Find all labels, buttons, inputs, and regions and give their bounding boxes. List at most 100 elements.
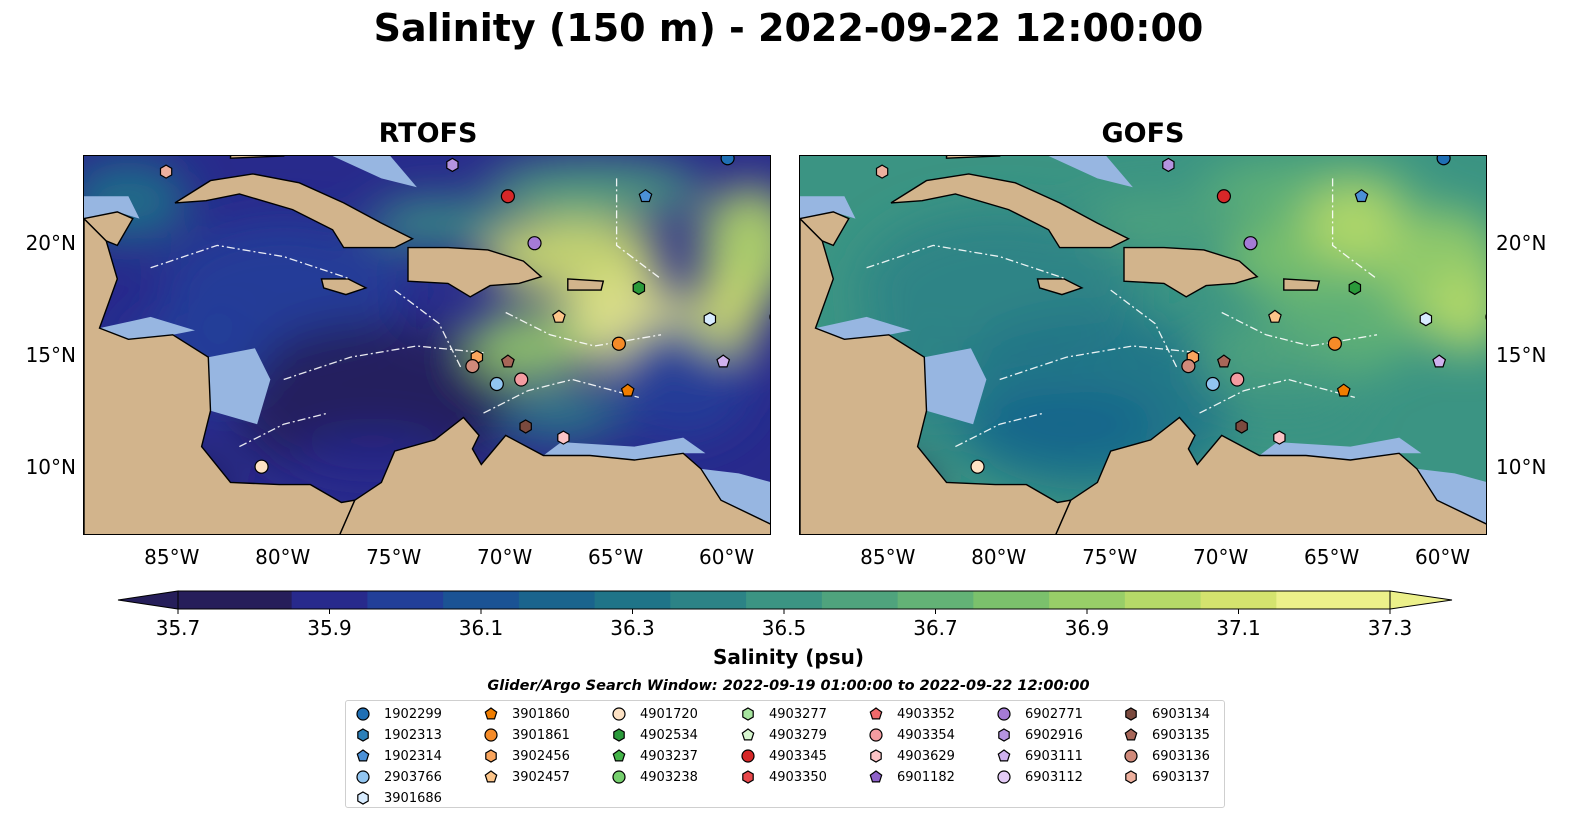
platform-marker-6902771: [527, 236, 542, 251]
legend-item-4903629: 4903629: [867, 748, 955, 764]
rtofs-eez-boundary: [394, 289, 462, 369]
legend-label: 1902299: [384, 706, 442, 722]
rtofs-lon-tick-label: 85°W: [144, 545, 200, 569]
platform-legend: 1902299 1902313 1902314 2903766 3901686 39018…: [345, 700, 1225, 808]
legend-item-3901861: 3901861: [482, 727, 570, 743]
rtofs-lon-tick-label: 65°W: [588, 545, 644, 569]
colorbar-segment: [443, 591, 520, 609]
legend-item-4903352: 4903352: [867, 706, 955, 722]
platform-marker-4903629: [1273, 430, 1286, 445]
rtofs-venezuela-shelf: [543, 437, 706, 460]
legend-marker: [742, 707, 754, 721]
colorbar-tick-label: 35.7: [156, 616, 201, 640]
rtofs-guiana-shelf: [701, 468, 770, 524]
gofs-cuba-land: [890, 173, 1131, 249]
legend-marker: [357, 728, 369, 742]
legend-marker-hexagon: [742, 770, 754, 784]
colorbar-tick-label: 37.1: [1216, 616, 1261, 640]
legend-marker-pentagon: [869, 707, 883, 720]
legend-item-6903134: 6903134: [1122, 706, 1210, 722]
gofs-eez-boundary: [1331, 178, 1378, 280]
gofs-florida-land: [945, 156, 1001, 159]
legend-marker: [612, 770, 626, 784]
legend-marker-pentagon: [484, 707, 498, 720]
gofs-hispaniola-land: [1123, 246, 1259, 298]
legend-marker-hexagon: [742, 707, 754, 721]
legend-label: 6903134: [1152, 706, 1210, 722]
legend-marker: [484, 770, 498, 783]
colorbar-segment: [973, 591, 1050, 609]
gofs-platform-markers: [875, 156, 1486, 474]
gofs-salinity-patch: [1425, 272, 1486, 353]
platform-marker-6903112: [769, 313, 770, 320]
colorbar-segment: [1049, 591, 1126, 609]
legend-item-4903345: 4903345: [739, 748, 827, 764]
platform-marker-6902771: [1243, 236, 1258, 251]
legend-label: 4903629: [897, 748, 955, 764]
legend-item-2903766: 2903766: [354, 769, 442, 785]
platform-marker-6903137: [875, 164, 889, 179]
legend-marker: [869, 728, 883, 742]
legend-marker-hexagon: [998, 728, 1010, 742]
platform-marker-4901720: [970, 459, 985, 474]
legend-label: 6902916: [1025, 727, 1083, 743]
rtofs-eez-boundary: [283, 345, 484, 381]
legend-item-4903350: 4903350: [739, 769, 827, 785]
legend-marker-pentagon: [356, 749, 370, 762]
legend-marker: [612, 707, 626, 721]
rtofs-salinity-patch: [692, 272, 763, 353]
legend-marker-circle: [1124, 749, 1138, 763]
platform-marker-6903136: [1181, 359, 1196, 374]
gofs-guiana-shelf: [1417, 468, 1486, 524]
legend-item-4901720: 4901720: [610, 706, 698, 722]
platform-marker-6903135: [500, 354, 515, 368]
legend-item-1902313: 1902313: [354, 727, 442, 743]
legend-marker: [741, 749, 755, 763]
rtofs-lon-tick-label: 80°W: [255, 545, 311, 569]
platform-marker-4902534: [1348, 280, 1362, 296]
platform-marker-4901720: [254, 459, 269, 474]
gofs-lon-tick-label: 75°W: [1082, 545, 1138, 569]
legend-label: 4903279: [769, 727, 827, 743]
colorbar-segment: [291, 591, 368, 609]
legend-label: 6903135: [1152, 727, 1210, 743]
rtofs-salinity-patch: [484, 159, 705, 220]
rtofs-eez-boundary: [615, 178, 662, 280]
colorbar-segment: [897, 591, 974, 609]
gofs-puerto-rico-land: [1283, 278, 1321, 291]
gofs-lat-tick-label: 15°N: [1496, 343, 1547, 368]
legend-label: 4901720: [640, 706, 698, 722]
legend-marker: [741, 728, 755, 741]
legend-marker-circle: [612, 770, 626, 784]
legend-marker-circle: [484, 728, 498, 742]
legend-marker: [1125, 770, 1137, 784]
platform-marker-6903112: [1485, 313, 1486, 320]
legend-marker-circle: [356, 770, 370, 784]
platform-marker-4902534: [632, 280, 646, 296]
rtofs-lat-tick-label: 10°N: [25, 454, 76, 479]
colorbar-segment: [215, 591, 293, 609]
legend-marker-pentagon: [869, 770, 883, 783]
legend-marker-circle: [612, 707, 626, 721]
colorbar-segment: [746, 591, 823, 609]
legend-marker-hexagon: [357, 791, 369, 805]
rtofs-lat-tick-label: 20°N: [25, 231, 76, 256]
rtofs-yucatan-land: [84, 211, 134, 247]
rtofs-jamaica-land: [320, 278, 368, 296]
gofs-jamaica-land: [1036, 278, 1084, 296]
colorbar-tick-label: 36.1: [459, 616, 504, 640]
platform-marker-3901686: [1419, 312, 1433, 327]
platform-marker-3901860: [1336, 383, 1351, 397]
colorbar-extend-max: [1389, 590, 1453, 610]
legend-label: 4903277: [769, 706, 827, 722]
legend-label: 3901686: [384, 790, 442, 806]
gofs-eez-boundary: [955, 412, 1045, 448]
gofs-lat-tick-label: 10°N: [1496, 454, 1547, 479]
rtofs-lon-tick-label: 70°W: [477, 545, 533, 569]
legend-marker: [357, 791, 369, 805]
legend-label: 6902771: [1025, 706, 1083, 722]
gofs-lon-tick-label: 60°W: [1414, 545, 1471, 569]
platform-marker-1902314: [1354, 188, 1369, 203]
legend-item-6902916: 6902916: [995, 727, 1083, 743]
legend-label: 4902534: [640, 727, 698, 743]
